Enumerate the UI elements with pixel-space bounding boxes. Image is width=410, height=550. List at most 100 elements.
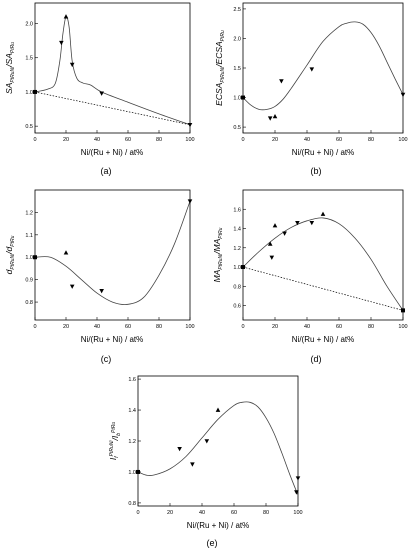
y-tick-label-a-1: 1.0 bbox=[25, 90, 33, 96]
y-axis-title-part-b-2: /ECSA bbox=[214, 41, 224, 68]
data-point-c-2 bbox=[69, 284, 75, 289]
data-point-c-0 bbox=[33, 255, 37, 260]
y-axis-title-part-e-2: PtRuNi bbox=[109, 440, 115, 457]
y-axis-title-part-e-3: /I bbox=[110, 435, 120, 441]
y-tick-label-e-3: 1.4 bbox=[128, 408, 136, 414]
y-axis-title-part-e-4: b bbox=[116, 433, 122, 436]
marks-d bbox=[241, 211, 405, 313]
fit-curve-a bbox=[34, 16, 191, 126]
panel-d: 0 20 40 60 80 100 0.6 0.8 1.0 1.2 1.4 1.6 Ni/(Ru + … bbox=[212, 189, 408, 364]
y-tick-label-d-5: 1.6 bbox=[233, 207, 241, 213]
data-point-b-2 bbox=[272, 113, 278, 119]
data-point-c-1 bbox=[63, 250, 69, 255]
x-tick-label-e-4: 80 bbox=[263, 510, 269, 516]
fit-curve-d bbox=[242, 217, 404, 311]
fit-curve-e bbox=[137, 401, 299, 496]
y-tick-label-a-0: 0.5 bbox=[25, 124, 33, 130]
plot-frame-c bbox=[34, 189, 191, 321]
y-tick-label-c-4: 1.2 bbox=[25, 210, 33, 216]
x-tick-label-a-1: 20 bbox=[63, 137, 69, 143]
y-tick-label-d-4: 1.4 bbox=[233, 227, 241, 233]
x-axis-title-e: Ni/(Ru + Ni) / at% bbox=[187, 521, 249, 530]
ticks-e: 0 20 40 60 80 100 0.8 1.0 1.2 1.4 1.6 bbox=[128, 377, 302, 516]
y-axis-title-c: dPtRuNi/dPtRu bbox=[4, 235, 16, 274]
data-point-a-5 bbox=[187, 122, 193, 128]
y-axis-title-part-e-5: PtRu bbox=[111, 422, 117, 433]
data-point-d-5 bbox=[295, 220, 300, 226]
reference-line-d bbox=[242, 266, 404, 311]
x-tick-label-c-0: 0 bbox=[33, 324, 36, 330]
x-tick-label-b-3: 60 bbox=[336, 137, 342, 143]
x-tick-label-a-3: 60 bbox=[125, 137, 131, 143]
x-tick-label-d-3: 60 bbox=[336, 324, 342, 330]
x-tick-label-a-2: 40 bbox=[94, 137, 100, 143]
data-point-a-3 bbox=[69, 62, 75, 68]
data-point-c-3 bbox=[99, 289, 104, 294]
y-axis-title-part-b-1: PtRuNi bbox=[220, 66, 226, 83]
y-axis-title-part-c-1: PtRuNi bbox=[10, 253, 16, 270]
y-axis-title-part-a-0: SA bbox=[4, 82, 14, 94]
panel-label-d: (d) bbox=[311, 354, 322, 364]
data-point-d-4 bbox=[282, 231, 287, 236]
ticks-c: 0 20 40 60 80 100 0.8 0.9 1.0 1.1 1.2 bbox=[25, 210, 194, 330]
x-tick-label-b-0: 0 bbox=[241, 137, 244, 143]
x-tick-label-a-5: 100 bbox=[185, 137, 194, 143]
data-point-b-3 bbox=[279, 79, 284, 84]
y-axis-title-part-d-1: PtRuNi bbox=[218, 253, 224, 270]
x-tick-label-e-1: 20 bbox=[167, 510, 173, 516]
marks-e bbox=[136, 401, 301, 496]
x-axis-title-a: Ni/(Ru + Ni) / at% bbox=[81, 148, 143, 157]
x-tick-label-e-5: 100 bbox=[293, 510, 302, 516]
x-tick-label-c-1: 20 bbox=[63, 324, 69, 330]
x-tick-label-d-1: 20 bbox=[272, 324, 278, 330]
y-tick-label-a-2: 1.5 bbox=[25, 56, 33, 62]
x-axis-title-b: Ni/(Ru + Ni) / at% bbox=[292, 148, 354, 157]
fit-curve-c bbox=[34, 201, 191, 305]
x-tick-label-b-2: 40 bbox=[304, 137, 310, 143]
x-tick-label-c-5: 100 bbox=[185, 324, 194, 330]
ticks-b: 0 20 40 60 80 100 0.5 1.0 1.5 2.0 2.5 bbox=[233, 7, 407, 143]
marks-b bbox=[241, 21, 406, 121]
x-tick-label-c-3: 60 bbox=[125, 324, 131, 330]
panel-label-b: (b) bbox=[311, 166, 322, 176]
x-tick-label-b-1: 20 bbox=[272, 137, 278, 143]
data-point-d-7 bbox=[320, 211, 326, 216]
y-tick-label-e-0: 0.8 bbox=[128, 501, 136, 507]
data-point-d-8 bbox=[401, 308, 405, 313]
data-point-a-1 bbox=[59, 40, 64, 46]
marks-c bbox=[33, 199, 193, 305]
y-tick-label-b-3: 2.0 bbox=[233, 36, 241, 42]
x-tick-label-c-4: 80 bbox=[156, 324, 162, 330]
y-tick-label-b-0: 0.5 bbox=[233, 125, 241, 131]
y-axis-title-part-a-1: PtRuNi bbox=[10, 66, 16, 83]
y-tick-label-d-3: 1.2 bbox=[233, 246, 241, 252]
x-axis-title-c: Ni/(Ru + Ni) / at% bbox=[81, 335, 143, 344]
reference-line-a bbox=[34, 91, 191, 126]
x-tick-label-e-0: 0 bbox=[136, 510, 139, 516]
y-axis-title-part-c-0: d bbox=[4, 269, 14, 274]
ticks-a: 0 20 40 60 80 100 0.5 1.0 1.5 2.0 bbox=[25, 22, 194, 143]
y-tick-label-d-1: 0.8 bbox=[233, 284, 241, 290]
x-tick-label-c-2: 40 bbox=[94, 324, 100, 330]
y-tick-label-c-0: 0.8 bbox=[25, 300, 33, 306]
y-tick-label-b-2: 1.5 bbox=[233, 66, 241, 72]
x-tick-label-e-2: 40 bbox=[199, 510, 205, 516]
panel-a: 0 20 40 60 80 100 0.5 1.0 1.5 2.0 Ni/(Ru + Ni) / … bbox=[4, 2, 195, 176]
x-tick-label-a-4: 80 bbox=[156, 137, 162, 143]
plot-frame-b bbox=[242, 2, 404, 134]
y-tick-label-c-2: 1.0 bbox=[25, 255, 33, 261]
data-point-e-4 bbox=[215, 407, 221, 412]
y-axis-title-part-e-0: I bbox=[108, 457, 118, 460]
plot-frame-e bbox=[137, 375, 299, 507]
data-point-e-3 bbox=[204, 439, 210, 444]
panel-label-a: (a) bbox=[101, 166, 112, 176]
y-axis-title-part-b-3: PtRu bbox=[220, 30, 226, 41]
ticks-d: 0 20 40 60 80 100 0.6 0.8 1.0 1.2 1.4 1.6 bbox=[233, 207, 407, 330]
marks-a bbox=[33, 14, 193, 128]
data-point-c-4 bbox=[187, 199, 193, 204]
y-tick-label-e-2: 1.2 bbox=[128, 439, 136, 445]
data-point-d-3 bbox=[272, 223, 278, 228]
data-point-b-4 bbox=[309, 67, 315, 72]
x-tick-label-a-0: 0 bbox=[33, 137, 36, 143]
